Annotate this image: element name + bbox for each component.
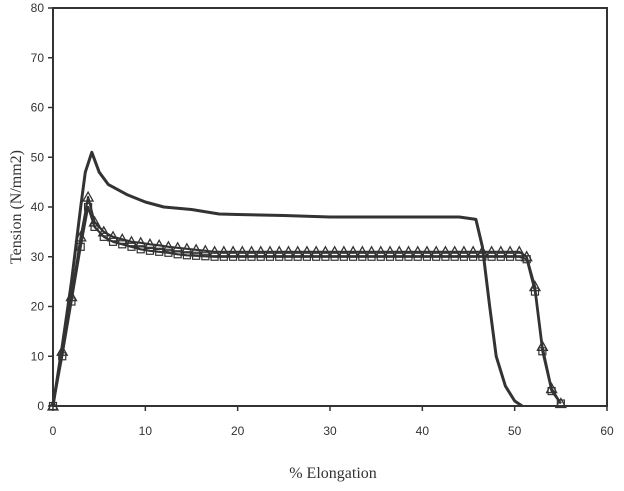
series-3-point xyxy=(247,252,256,261)
series-3-point xyxy=(459,252,468,261)
y-tick-label: 20 xyxy=(31,300,45,314)
series-2-point xyxy=(162,240,175,252)
series-3-point xyxy=(67,297,76,306)
series-3-point xyxy=(118,240,127,249)
series-2-point xyxy=(171,241,184,253)
series-3-point xyxy=(478,252,487,261)
series-3-point xyxy=(136,245,145,254)
series-3-point xyxy=(469,252,478,261)
series-3-point xyxy=(441,252,450,261)
series-3-point xyxy=(155,247,164,256)
series-3-point xyxy=(238,252,247,261)
series-3-point xyxy=(385,252,395,261)
series-3-point xyxy=(556,399,565,408)
x-ticks: 0 10 20 30 40 50 60 xyxy=(50,406,614,438)
series-3-point xyxy=(432,252,441,261)
series-3-point xyxy=(487,252,496,261)
x-tick-label: 50 xyxy=(508,424,522,438)
series-3-point xyxy=(302,252,312,261)
series-2-point xyxy=(190,243,203,255)
y-tick-label: 0 xyxy=(37,399,44,413)
series-1-line xyxy=(51,150,523,408)
series-3-point xyxy=(83,202,93,212)
series-3-point xyxy=(284,252,293,261)
series-3-point xyxy=(192,251,201,260)
y-tick-label: 30 xyxy=(31,250,45,264)
series-3-point xyxy=(538,347,547,356)
y-tick-label: 40 xyxy=(31,200,45,214)
series-3-point xyxy=(496,252,505,261)
series-2-point xyxy=(199,244,212,256)
series-3-point xyxy=(201,252,210,261)
y-ticks: 0 10 20 30 40 50 60 70 80 xyxy=(31,1,53,413)
y-tick-label: 80 xyxy=(31,1,45,15)
series-layer xyxy=(46,150,567,411)
series-3-point xyxy=(210,252,219,261)
series-2-point xyxy=(153,238,166,250)
series-3-point xyxy=(413,252,422,261)
series-3-point xyxy=(145,246,155,255)
series-3-point xyxy=(164,248,173,257)
x-tick-label: 0 xyxy=(50,424,57,438)
y-tick-label: 50 xyxy=(31,150,45,164)
series-3-point xyxy=(348,252,358,261)
series-3-point xyxy=(367,252,376,261)
series-2-point xyxy=(134,236,147,248)
x-tick-label: 40 xyxy=(416,424,430,438)
series-3-point xyxy=(182,251,191,260)
series-3-point xyxy=(547,386,556,396)
series-3-point xyxy=(312,252,321,261)
y-tick-label: 60 xyxy=(31,101,45,115)
series-3-point xyxy=(256,252,265,261)
series-3-point xyxy=(321,252,330,261)
series-3-point xyxy=(228,252,238,261)
series-3-point xyxy=(530,287,540,296)
series-2-point xyxy=(81,190,95,202)
series-2-point xyxy=(180,242,193,254)
series-3-point xyxy=(173,250,182,259)
x-tick-label: 20 xyxy=(231,424,245,438)
series-3-point xyxy=(58,352,67,361)
x-axis-title: % Elongation xyxy=(289,465,377,482)
series-3-point xyxy=(219,252,228,261)
y-axis-title: Tension (N/mm2) xyxy=(8,150,25,264)
series-2-line xyxy=(51,195,562,407)
series-3-point xyxy=(339,252,348,261)
series-3-point xyxy=(76,242,85,251)
x-tick-label: 60 xyxy=(600,424,614,438)
series-3-line xyxy=(51,205,562,407)
series-3-point xyxy=(127,242,136,251)
series-3-point xyxy=(522,255,531,264)
series-3-point xyxy=(330,252,339,261)
x-tick-label: 30 xyxy=(323,424,337,438)
series-3-point xyxy=(90,222,99,231)
series-3-point xyxy=(505,252,515,261)
y-tick-label: 10 xyxy=(31,349,45,363)
series-3-point xyxy=(422,252,432,261)
series-2-point xyxy=(143,237,157,249)
series-3-point xyxy=(275,252,284,261)
series-3-point xyxy=(293,252,302,261)
series-3-point xyxy=(376,252,385,261)
series-3-point xyxy=(404,252,413,261)
series-3-point xyxy=(358,252,367,261)
series-3-point xyxy=(395,252,404,261)
y-tick-label: 70 xyxy=(31,51,45,65)
plot-area xyxy=(52,7,608,407)
series-3-point xyxy=(450,252,459,261)
series-3-point xyxy=(48,401,58,411)
x-tick-label: 10 xyxy=(139,424,153,438)
series-3-point xyxy=(108,237,118,246)
series-3-point xyxy=(99,232,108,241)
series-3-point xyxy=(265,252,275,261)
